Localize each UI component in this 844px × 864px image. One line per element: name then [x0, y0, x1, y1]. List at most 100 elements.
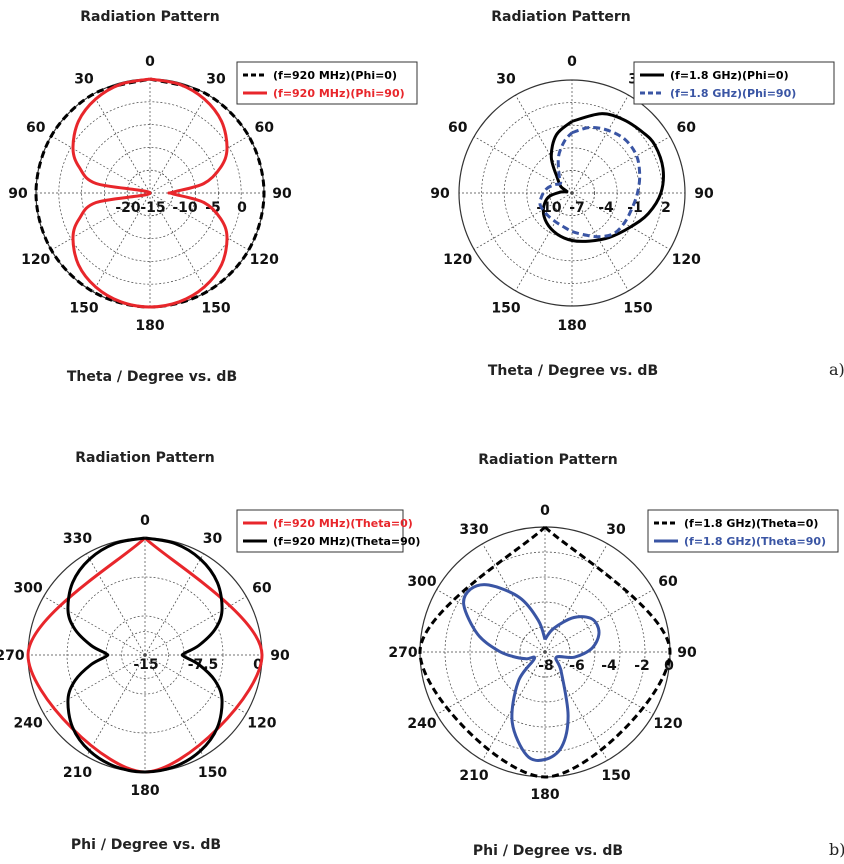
angle-tick-label: 0: [540, 503, 550, 519]
chart-title: Radiation Pattern: [491, 9, 631, 25]
legend-box: [236, 509, 404, 553]
axis-title: Phi / Degree vs. dB: [71, 837, 221, 853]
angle-tick-label: 60: [448, 120, 468, 136]
grid-spoke: [144, 654, 247, 714]
legend: (f=920 MHz)(Phi=0) (f=920 MHz)(Phi=90): [236, 61, 418, 105]
angle-tick-label: 90: [270, 648, 290, 664]
angle-tick-label: 0: [140, 513, 150, 529]
angle-tick-label: 30: [74, 72, 94, 88]
angle-tick-label: 150: [201, 300, 230, 316]
radial-tick-label: -4: [601, 658, 617, 674]
grid-spoke: [43, 654, 146, 714]
angle-tick-label: 120: [250, 252, 279, 268]
grid-circle: [469, 576, 621, 728]
grid-spoke: [149, 135, 249, 194]
legend-label: (f=1.8 GHz)(Theta=90): [684, 535, 826, 548]
angle-tick-label: 60: [26, 120, 46, 136]
angle-tick-label: 180: [530, 787, 559, 803]
grid-spoke: [51, 192, 151, 251]
grid-spoke: [86, 654, 146, 757]
legend-box: [633, 61, 835, 105]
series-line-2: [66, 536, 224, 774]
radial-tick-label: -10: [172, 200, 198, 216]
legend-box: [236, 61, 418, 105]
angle-tick-label: 240: [407, 716, 436, 732]
angle-tick-label: 90: [694, 186, 714, 202]
angle-tick-label: 180: [130, 783, 159, 799]
legend-box: [647, 509, 839, 553]
angle-tick-label: 150: [491, 300, 520, 316]
grid-spoke: [544, 651, 608, 761]
grid-spoke: [144, 654, 204, 757]
angle-tick-label: 30: [496, 72, 516, 88]
angle-tick-label: 210: [63, 765, 92, 781]
angle-tick-label: 0: [567, 54, 577, 70]
angle-tick-label: 330: [459, 522, 488, 538]
angle-tick-label: 0: [145, 54, 155, 70]
angle-tick-label: 60: [658, 574, 678, 590]
grid-spoke: [149, 192, 249, 251]
legend-label: (f=920 MHz)(Theta=0): [273, 517, 413, 530]
grid-spoke: [51, 135, 151, 194]
polar-grid: [28, 538, 262, 772]
radial-tick-label: -20: [115, 200, 141, 216]
legend-label: (f=1.8 GHz)(Phi=0): [670, 69, 789, 82]
grid-spoke: [92, 192, 151, 292]
grid-spoke: [436, 589, 546, 653]
radial-tick-label: -8: [538, 658, 554, 674]
grid-spoke: [482, 543, 546, 653]
grid-spoke: [482, 651, 546, 761]
polar-grid: [36, 79, 264, 307]
angle-tick-label: 60: [252, 581, 272, 597]
angle-tick-label: 120: [653, 716, 682, 732]
angle-tick-label: 60: [677, 120, 697, 136]
angle-tick-label: 330: [63, 531, 92, 547]
radial-tick-label: -4: [598, 200, 614, 216]
axis-title: Phi / Degree vs. dB: [473, 843, 623, 859]
radial-tick-label: -7: [569, 200, 585, 216]
legend-label: (f=1.8 GHz)(Theta=0): [684, 517, 818, 530]
angle-tick-label: 300: [407, 574, 436, 590]
polar-chart-4: Radiation Pattern 0 30 60 90 120 150 180 210 240 2…: [388, 452, 844, 859]
chart-title: Radiation Pattern: [478, 452, 618, 468]
radial-tick-label: -15: [140, 200, 165, 216]
chart-title: Radiation Pattern: [80, 9, 220, 25]
series-line-1: [418, 525, 672, 779]
angle-tick-label: 30: [206, 72, 226, 88]
panel-label: b): [829, 840, 844, 859]
angle-tick-label: 120: [247, 716, 276, 732]
grid-spoke: [571, 192, 671, 250]
angle-tick-label: 240: [13, 716, 42, 732]
grid-spoke: [571, 94, 629, 194]
angle-tick-label: 90: [677, 645, 697, 661]
angle-tick-label: 60: [255, 120, 275, 136]
legend: (f=1.8 GHz)(Phi=0) (f=1.8 GHz)(Phi=90): [633, 61, 835, 105]
series-line-2: [538, 125, 642, 239]
grid-spoke: [144, 553, 204, 656]
grid-spoke: [571, 192, 629, 292]
angle-tick-label: 270: [0, 648, 25, 664]
legend-label: (f=920 MHz)(Phi=90): [273, 87, 405, 100]
angle-tick-label: 300: [13, 581, 42, 597]
angle-tick-label: 120: [443, 252, 472, 268]
grid-spoke: [92, 94, 151, 194]
axis-title: Theta / Degree vs. dB: [67, 369, 237, 385]
grid-spoke: [149, 94, 208, 194]
grid-circle: [121, 631, 169, 679]
radial-tick-label: -15: [133, 657, 158, 673]
grid-spoke: [515, 192, 573, 292]
grid-circle: [549, 170, 595, 216]
radial-tick-label: 2: [661, 200, 671, 216]
panel-label: a): [829, 360, 844, 379]
angle-tick-label: 270: [388, 645, 417, 661]
radial-tick-label: -6: [569, 658, 585, 674]
angle-tick-label: 120: [672, 252, 701, 268]
legend: (f=1.8 GHz)(Theta=0) (f=1.8 GHz)(Theta=90…: [647, 509, 839, 553]
series-line-1: [541, 112, 665, 243]
grid-spoke: [149, 192, 208, 292]
angle-tick-label: 90: [430, 186, 450, 202]
radial-tick-label: 0: [237, 200, 247, 216]
grid-circle: [503, 124, 641, 262]
grid-circle: [58, 101, 242, 285]
